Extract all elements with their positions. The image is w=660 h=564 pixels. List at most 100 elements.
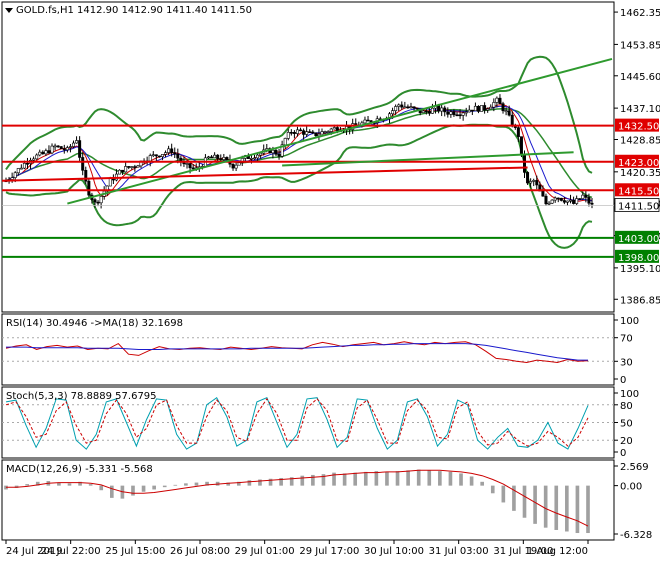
price-y-tick-label: 1462.35: [620, 8, 660, 19]
candle-body: [121, 169, 125, 173]
candle-body: [452, 111, 456, 116]
level-label-1432.50: 1432.50: [618, 122, 659, 133]
trendline-ascending: [67, 57, 613, 205]
candle-body: [56, 145, 60, 148]
macd-y-tick-label: 0.00: [620, 482, 642, 493]
macd-histogram-bar: [141, 485, 146, 492]
rsi-title: RSI(14) 30.4946 ->MA(18) 32.1698: [6, 318, 183, 329]
candle-body: [320, 131, 324, 135]
candle-body: [118, 169, 122, 175]
candle-body: [13, 172, 17, 178]
candle-body: [225, 157, 229, 161]
moving-average-fast: [5, 104, 593, 202]
candle-body: [124, 166, 128, 173]
candle-body: [16, 168, 20, 174]
candle-body: [400, 104, 404, 108]
candle-body: [507, 110, 511, 116]
candle-body: [253, 157, 257, 160]
candle-body: [271, 149, 275, 154]
macd-histogram-bar: [342, 473, 347, 486]
macd-histogram-bar: [554, 485, 559, 530]
stoch-y-tick-label: 80: [620, 401, 633, 412]
level-label-1415.50: 1415.50: [618, 186, 659, 197]
macd-histogram-bar: [78, 481, 82, 486]
candle-body: [289, 132, 293, 134]
candle-body: [240, 158, 244, 164]
level-label-1398.00: 1398.00: [618, 253, 659, 264]
candle-body: [317, 133, 321, 137]
candle-body: [489, 106, 493, 110]
candle-body: [440, 107, 444, 112]
candle-body: [154, 154, 158, 157]
level-label-box: [615, 154, 659, 168]
x-axis-label: 29 Jul 01:00: [235, 546, 295, 557]
candle-body: [219, 158, 223, 160]
macd-histogram-bar: [152, 485, 156, 490]
candle-body: [259, 152, 263, 156]
candle-body: [25, 162, 29, 165]
candle-body: [559, 197, 563, 201]
macd-y-tick-label: -6.328: [620, 530, 652, 541]
current-price-box: [614, 198, 660, 212]
candle-body: [510, 114, 514, 126]
price-y-tick-label: 1428.85: [620, 136, 660, 147]
candle-body: [409, 106, 413, 109]
stoch-y-tick-label: 100: [620, 389, 639, 400]
candle-body: [96, 201, 100, 204]
candle-body: [415, 107, 419, 110]
candle-body: [231, 163, 235, 169]
candle-body: [234, 164, 238, 169]
x-axis-label: 30 Jul 10:00: [364, 546, 424, 557]
macd-histogram-bar: [321, 474, 326, 486]
macd-histogram-bar: [226, 482, 231, 486]
macd-histogram-bar: [522, 485, 527, 518]
price-y-tick-label: 1445.60: [620, 72, 660, 83]
candle-body: [544, 195, 548, 205]
macd-histogram-bar: [427, 470, 432, 486]
macd-histogram-bar: [512, 485, 516, 511]
candle-body: [93, 199, 97, 203]
candle-body: [421, 110, 425, 113]
rsi-series-rsi: [5, 341, 589, 364]
macd-histogram-bar: [88, 484, 93, 486]
candle-body: [323, 131, 327, 133]
panel-frame-rsi: [1, 313, 615, 386]
macd-histogram-bar: [575, 485, 580, 534]
candle-body: [188, 163, 192, 169]
x-axis-label: 31 Jul 19:00: [493, 546, 553, 557]
candle-body: [299, 129, 303, 132]
macd-histogram-bar: [459, 473, 463, 486]
x-axis-label: 24 Jul 22:00: [41, 546, 101, 557]
bollinger-upper-band: [5, 55, 593, 174]
candle-body: [486, 108, 490, 111]
candle-body: [584, 194, 588, 198]
candle-body: [476, 105, 480, 112]
candle-body: [464, 111, 468, 114]
macd-histogram-bar: [236, 481, 241, 486]
x-axis-label: 29 Jul 17:00: [299, 546, 359, 557]
macd-signal-line: [6, 469, 589, 527]
candle-body: [283, 138, 287, 146]
candle-body: [578, 198, 582, 200]
rsi-y-tick-label: 100: [620, 316, 639, 327]
candle-body: [216, 154, 220, 159]
candle-body: [151, 154, 155, 157]
candle-body: [430, 107, 434, 114]
x-axis-label: 26 Jul 08:00: [170, 546, 230, 557]
macd-histogram-bar: [99, 485, 104, 491]
candle-body: [173, 152, 177, 155]
candle-body: [553, 197, 557, 201]
candle-body: [127, 166, 131, 168]
level-label-box: [615, 230, 659, 244]
candle-body: [108, 178, 112, 187]
macd-histogram-bar: [385, 471, 389, 486]
candle-body: [133, 166, 137, 168]
candle-body: [326, 131, 330, 133]
candle-body: [437, 105, 441, 112]
candle-body: [308, 131, 312, 133]
candle-body: [397, 104, 401, 107]
candle-body: [449, 111, 453, 115]
price-y-tick-label: 1386.85: [620, 295, 660, 306]
candle-body: [32, 158, 36, 161]
